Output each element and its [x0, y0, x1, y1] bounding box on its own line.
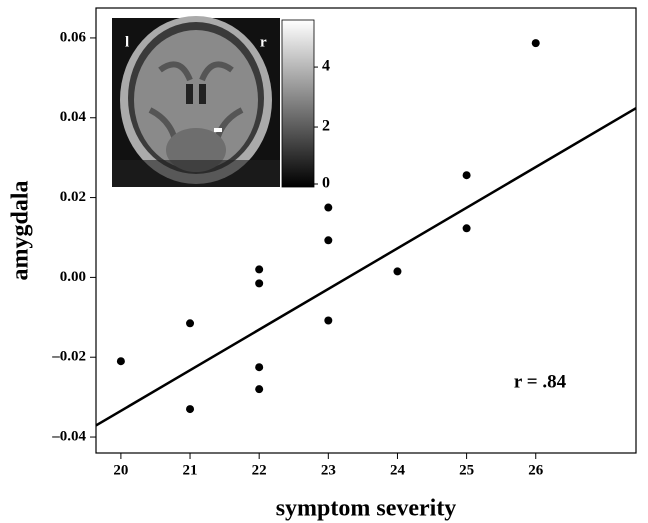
data-point	[186, 319, 195, 328]
colorbar-tick-label: 4	[322, 58, 330, 75]
x-tick-label: 20	[113, 462, 128, 478]
colorbar-tick-label: 0	[322, 175, 330, 192]
inset-left-label: l	[125, 34, 129, 50]
colorbar-tick-label: 2	[322, 118, 330, 135]
annotation: r = .84	[514, 371, 567, 392]
data-point	[255, 279, 264, 288]
x-axis-label: symptom severity	[276, 496, 457, 522]
data-point	[393, 267, 402, 276]
x-tick-label: 22	[252, 462, 267, 478]
data-point	[462, 224, 471, 233]
y-tick-label: –0.04	[51, 428, 86, 444]
data-point	[255, 385, 264, 394]
y-tick-label: 0.02	[60, 189, 86, 205]
brain-image	[112, 16, 280, 187]
data-point	[255, 265, 264, 274]
data-point	[116, 357, 125, 366]
data-point	[186, 405, 195, 414]
fit-line	[95, 107, 637, 427]
data-point	[462, 171, 471, 180]
data-point	[324, 236, 333, 245]
x-tick-label: 26	[528, 462, 544, 478]
x-tick-label: 23	[321, 462, 336, 478]
plot-frame	[95, 7, 637, 454]
colorbar	[281, 19, 315, 188]
inset-right-label: r	[260, 34, 267, 50]
data-point	[324, 203, 333, 212]
y-tick-label: –0.02	[51, 349, 86, 365]
y-tick-label: 0.00	[60, 269, 86, 285]
y-tick-label: 0.06	[60, 29, 87, 45]
x-tick-label: 24	[390, 462, 406, 478]
y-axis-label: amygdala	[8, 180, 34, 280]
x-tick-label: 21	[183, 462, 198, 478]
y-tick-label: 0.04	[60, 109, 87, 125]
data-point	[255, 363, 264, 372]
data-point	[324, 316, 333, 325]
data-point	[531, 39, 540, 48]
x-tick-label: 25	[459, 462, 474, 478]
